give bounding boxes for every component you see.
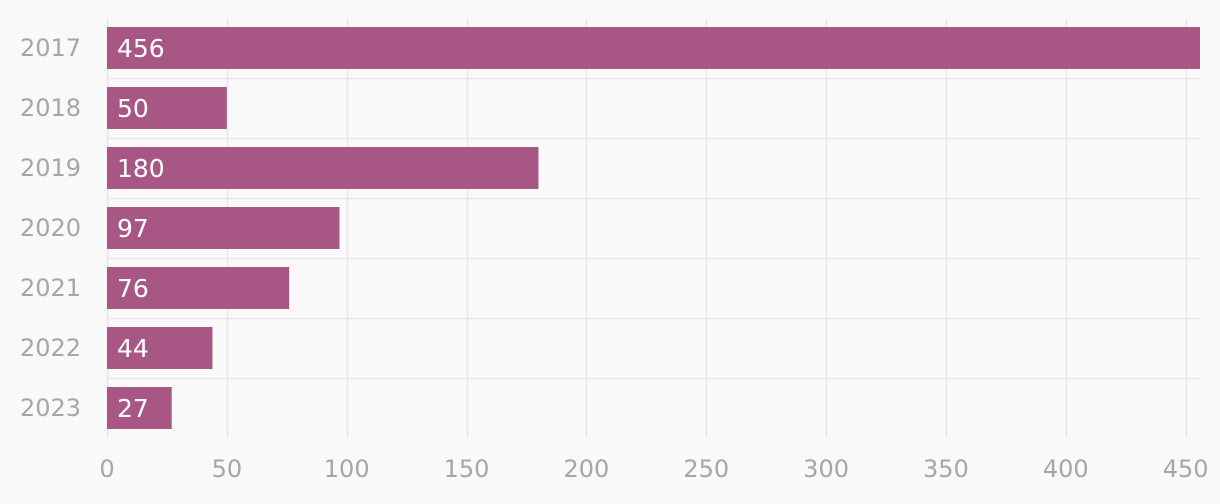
x-axis-tick-labels: 0 50 100 150 200 250 300 350 400 450	[99, 455, 1208, 483]
y-category-label: 2021	[20, 274, 81, 302]
y-axis-category-labels: 2017 2018 2019 2020 2021 2022 2023	[20, 34, 81, 422]
data-label: 180	[117, 154, 165, 183]
data-label: 44	[117, 334, 149, 363]
bar-2017	[107, 27, 1200, 69]
data-label: 27	[117, 394, 149, 423]
x-tick-label: 350	[923, 455, 969, 483]
y-category-label: 2023	[20, 394, 81, 422]
x-tick-label: 200	[563, 455, 609, 483]
x-tick-label: 400	[1043, 455, 1089, 483]
data-labels: 456 50 180 97 76 44 27	[117, 34, 165, 423]
bar-2020	[107, 207, 340, 249]
grid-lines	[106, 18, 1200, 438]
y-category-label: 2018	[20, 94, 81, 122]
x-tick-label: 300	[803, 455, 849, 483]
y-category-label: 2020	[20, 214, 81, 242]
x-tick-label: 0	[99, 455, 114, 483]
bar-2021	[107, 267, 290, 309]
y-category-label: 2017	[20, 34, 81, 62]
y-category-label: 2019	[20, 154, 81, 182]
bar-2018	[107, 87, 227, 129]
bar-2022	[107, 327, 213, 369]
data-label: 97	[117, 214, 149, 243]
bar-2019	[107, 147, 539, 189]
data-label: 50	[117, 94, 149, 123]
x-tick-label: 100	[324, 455, 370, 483]
data-label: 76	[117, 274, 149, 303]
x-tick-label: 150	[444, 455, 490, 483]
bar-2023	[107, 387, 172, 429]
x-tick-label: 450	[1163, 455, 1209, 483]
bars	[107, 27, 1200, 429]
x-tick-label: 250	[683, 455, 729, 483]
data-label: 456	[117, 34, 165, 63]
y-category-label: 2022	[20, 334, 81, 362]
x-tick-label: 50	[212, 455, 243, 483]
